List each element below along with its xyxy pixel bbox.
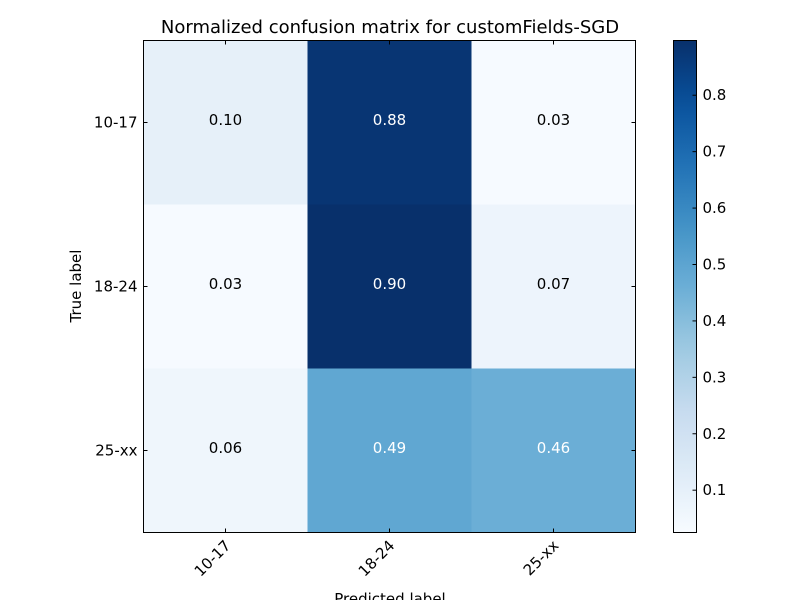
cell-value-label: 0.06 [209,439,242,457]
heatmap-cell [143,40,308,205]
colorbar-tick-label: 0.4 [703,312,727,330]
heatmap-cell [307,40,472,205]
cell-value-label: 0.03 [209,275,242,293]
y-axis-ticks: 10-17 18-24 25-xx [94,114,636,460]
colorbar-tick-label: 0.5 [703,255,727,273]
colorbar-tick-label: 0.1 [703,481,727,499]
colorbar-gradient [673,40,697,533]
heatmap-cell [143,204,308,369]
cell-value-label: 0.07 [537,275,570,293]
x-tick-label: 25-xx [520,537,563,580]
heatmap-cell [471,368,636,533]
heatmap-cell [307,204,472,369]
cell-value-label: 0.10 [209,111,242,129]
colorbar-tick-label: 0.8 [703,86,727,104]
x-axis-label: Predicted label [334,590,445,600]
heatmap-cell [143,368,308,533]
heatmap-cell-labels: 0.10 0.88 0.03 0.03 0.90 0.07 0.06 0.49 0.46 [209,111,570,457]
cell-value-label: 0.49 [373,439,406,457]
y-axis-label: True label [67,250,85,324]
cell-value-label: 0.46 [537,439,570,457]
cell-value-label: 0.88 [373,111,406,129]
heatmap-cell [471,40,636,205]
y-tick-label: 25-xx [95,442,137,460]
heatmap-cell [471,204,636,369]
chart-title: Normalized confusion matrix for customFi… [161,17,619,38]
heatmap-cell [307,368,472,533]
colorbar-tick-label: 0.3 [703,368,727,386]
cell-value-label: 0.90 [373,275,406,293]
colorbar-frame [673,40,697,533]
colorbar-tick-label: 0.6 [703,199,727,217]
y-tick-label: 18-24 [94,278,138,296]
x-tick-label: 10-17 [191,537,235,581]
y-tick-label: 10-17 [94,114,138,132]
x-tick-label: 18-24 [355,537,399,581]
heatmap-cells [143,40,636,533]
colorbar-tick-label: 0.7 [703,143,727,161]
colorbar-tick-label: 0.2 [703,425,727,443]
colorbar: 0.1 0.2 0.3 0.4 0.5 0.6 0.7 0.8 [673,40,727,533]
cell-value-label: 0.03 [537,111,570,129]
